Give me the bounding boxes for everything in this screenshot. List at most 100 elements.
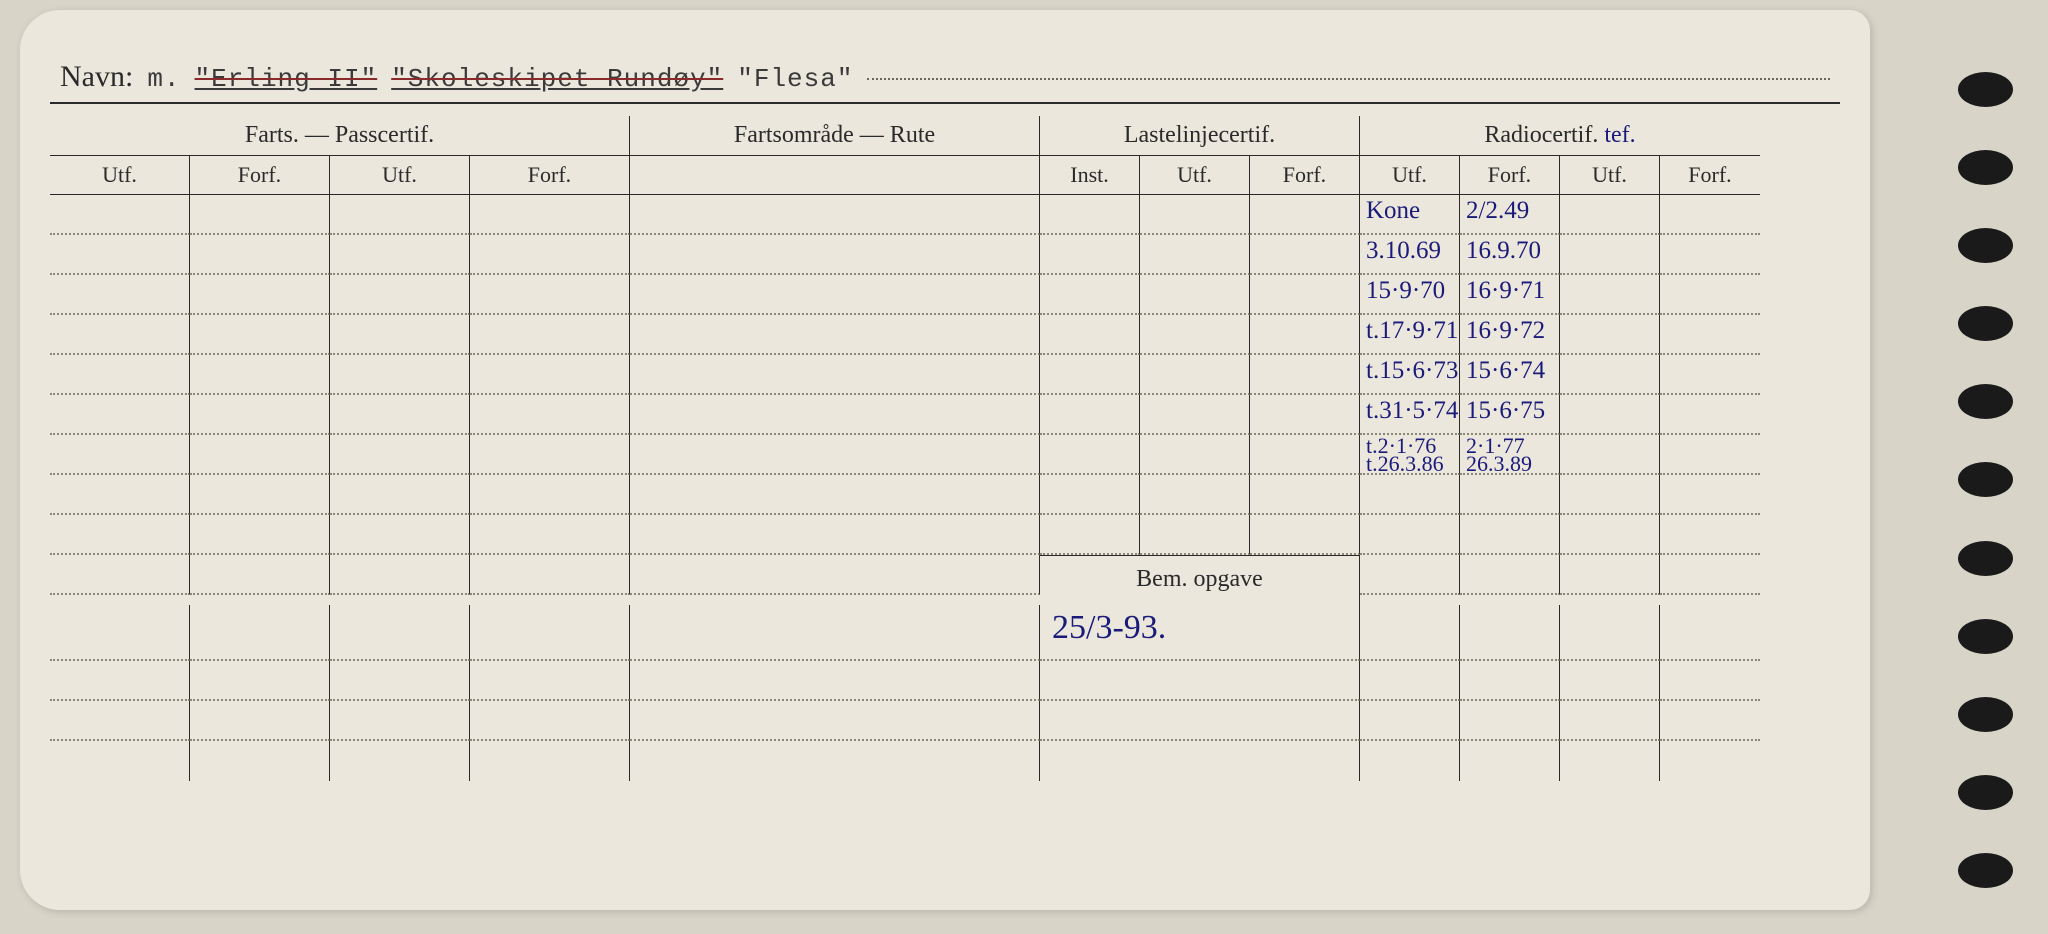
table-cell [1660, 661, 1760, 701]
binder-holes [1918, 50, 2038, 910]
table-cell [470, 315, 630, 355]
table-cell [470, 741, 630, 781]
table-cell [50, 235, 190, 275]
table-cell [470, 355, 630, 395]
table-cell [630, 605, 1040, 661]
table-cell [630, 475, 1040, 515]
table-cell [1560, 315, 1660, 355]
binder-hole [1958, 697, 2013, 732]
table-cell [630, 315, 1040, 355]
table-cell [1040, 741, 1360, 781]
table-cell [1040, 435, 1140, 475]
radio-forf-cell: 16·9·71 [1460, 275, 1560, 315]
table-cell [330, 701, 470, 741]
radio-utf-cell: t.17·9·71 [1360, 315, 1460, 355]
binder-hole [1958, 619, 2013, 654]
radio-utf-cell: t.15·6·73 [1360, 355, 1460, 395]
name-2-struck: "Skoleskipet Rundøy" [391, 64, 723, 94]
table-cell [50, 661, 190, 701]
table-cell [50, 275, 190, 315]
table-cell [330, 235, 470, 275]
table-cell [1040, 315, 1140, 355]
binder-hole [1958, 462, 2013, 497]
bem-opgave-value: 25/3-93. [1040, 605, 1360, 661]
table-cell [1660, 395, 1760, 435]
table-cell [1040, 475, 1140, 515]
table-cell [1040, 661, 1360, 701]
table-cell [190, 195, 330, 235]
table-cell [330, 605, 470, 661]
binder-hole [1958, 775, 2013, 810]
table-cell [1660, 555, 1760, 595]
col-utf-2: Utf. [330, 156, 470, 195]
table-cell [1560, 235, 1660, 275]
bem-opgave-label: Bem. opgave [1040, 555, 1360, 605]
table-cell [470, 605, 630, 661]
col-forf-4: Forf. [1460, 156, 1560, 195]
table-cell [630, 435, 1040, 475]
section-radio: Radiocertif. tef. [1360, 116, 1760, 156]
radio-utf-cell [1360, 475, 1460, 515]
radio-forf-cell: 2·1·7726.3.89 [1460, 435, 1560, 475]
table-cell [630, 701, 1040, 741]
table-cell [630, 235, 1040, 275]
table-cell [1660, 315, 1760, 355]
col-forf-3: Forf. [1250, 156, 1360, 195]
table-cell [1140, 355, 1250, 395]
table-cell [1250, 435, 1360, 475]
section-lastelinje: Lastelinjecertif. [1040, 116, 1360, 156]
table-cell [1660, 235, 1760, 275]
table-cell [1140, 235, 1250, 275]
table-cell [1360, 701, 1460, 741]
table-cell [50, 195, 190, 235]
col-utf-4: Utf. [1360, 156, 1460, 195]
table-cell [470, 701, 630, 741]
table-cell [1250, 235, 1360, 275]
name-row: Navn: m. "Erling II" "Skoleskipet Rundøy… [50, 60, 1840, 104]
radio-utf-cell: t.31·5·74 [1360, 395, 1460, 435]
table-cell [190, 515, 330, 555]
table-cell [190, 355, 330, 395]
table-cell [50, 315, 190, 355]
table-cell [1460, 661, 1560, 701]
table-cell [190, 315, 330, 355]
table-cell [50, 355, 190, 395]
table-cell [630, 741, 1040, 781]
table-cell [1560, 661, 1660, 701]
table-cell [330, 275, 470, 315]
table-cell [1460, 605, 1560, 661]
table-cell [1560, 435, 1660, 475]
table-cell [630, 195, 1040, 235]
table-cell [470, 555, 630, 595]
table-cell [50, 395, 190, 435]
table-cell [1360, 605, 1460, 661]
radio-forf-cell: 16·9·72 [1460, 315, 1560, 355]
table-cell [1140, 195, 1250, 235]
table-cell [1460, 555, 1560, 595]
table-cell [1660, 355, 1760, 395]
certificate-grid: Farts. — Passcertif. Fartsområde — Rute … [50, 116, 1840, 781]
table-cell [1360, 741, 1460, 781]
table-cell [1040, 355, 1140, 395]
table-cell [630, 355, 1040, 395]
name-1-struck: "Erling II" [195, 64, 378, 94]
table-cell [330, 195, 470, 235]
table-cell [50, 435, 190, 475]
table-cell [190, 435, 330, 475]
radio-utf-cell: t.2·1·76t.26.3.86 [1360, 435, 1460, 475]
col-fartsomrade-blank [630, 156, 1040, 195]
table-cell [1250, 475, 1360, 515]
table-cell [1140, 475, 1250, 515]
table-cell [1250, 355, 1360, 395]
table-cell [330, 515, 470, 555]
table-cell [190, 275, 330, 315]
table-cell [1460, 741, 1560, 781]
radio-forf-cell: 2/2.49 [1460, 195, 1560, 235]
table-cell [190, 395, 330, 435]
table-cell [190, 701, 330, 741]
table-cell [1560, 475, 1660, 515]
radio-forf-cell: 16.9.70 [1460, 235, 1560, 275]
table-cell [470, 195, 630, 235]
table-cell [330, 661, 470, 701]
table-cell [1250, 395, 1360, 435]
